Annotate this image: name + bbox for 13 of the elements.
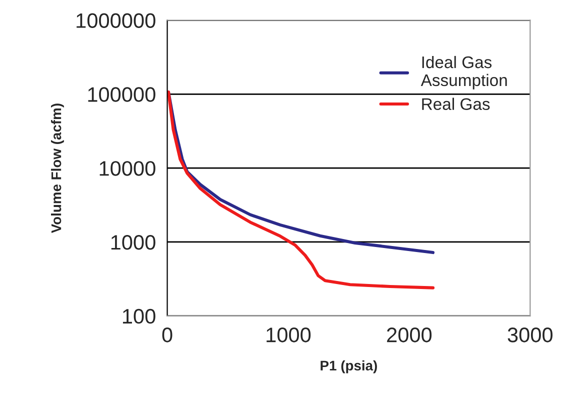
y-tick-label: 1000000 [76,13,156,28]
y-tick-label: 1000 [111,234,156,250]
y-tick-label: 100000 [88,87,156,102]
x-tick-label: 1000 [266,328,311,342]
legend-label: Real Gas [422,98,490,110]
y-tick-label: 10000 [100,161,156,176]
x-tick-label: 2000 [387,328,432,342]
y-axis-title: Volume Flow (acfm) [51,104,64,234]
y-tick-label: 100 [122,308,156,324]
x-tick-label: 0 [162,328,172,342]
legend-label: Ideal Gas Assumption [420,56,507,90]
x-axis-title: P1 (psia) [320,360,377,374]
x-tick-label: 3000 [508,328,553,342]
